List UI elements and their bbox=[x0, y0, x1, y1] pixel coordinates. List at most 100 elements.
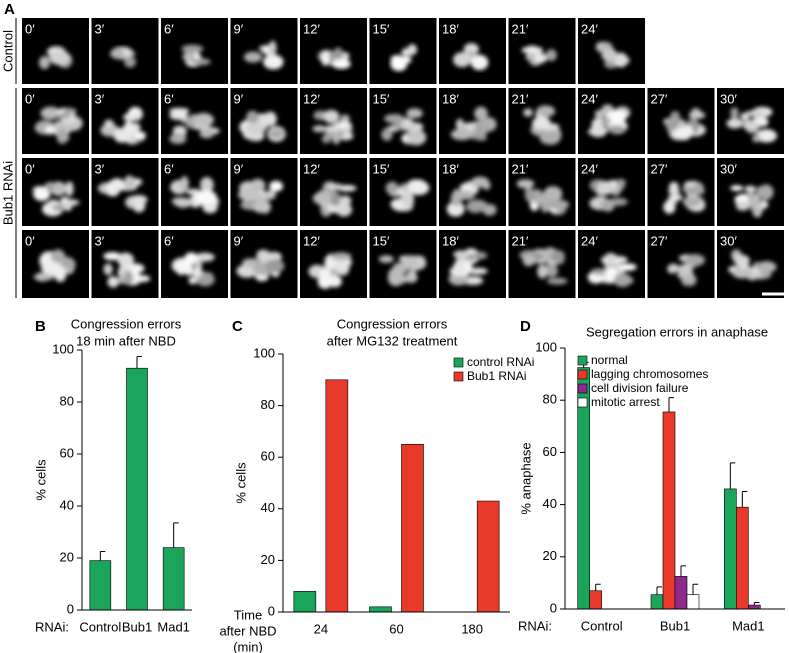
x-tick-label: Mad1 bbox=[157, 619, 190, 634]
time-label: 0′ bbox=[25, 161, 35, 176]
x-tick-label: 180 bbox=[461, 621, 483, 636]
chromosomes bbox=[381, 108, 427, 146]
blob bbox=[545, 49, 557, 62]
blob bbox=[182, 51, 196, 62]
y-tick-label: 0 bbox=[550, 600, 557, 615]
blob bbox=[174, 260, 193, 274]
time-label: 18′ bbox=[442, 233, 459, 248]
y-tick-label: 60 bbox=[543, 444, 557, 459]
error-bar bbox=[741, 491, 748, 508]
micrograph bbox=[647, 230, 715, 298]
bar bbox=[126, 367, 148, 611]
chart-title: Congression errors bbox=[337, 316, 448, 331]
time-label: 18′ bbox=[442, 91, 459, 106]
blob bbox=[191, 267, 203, 278]
blob bbox=[317, 274, 333, 289]
blob bbox=[545, 263, 558, 278]
chromosomes bbox=[243, 40, 284, 70]
y-tick-label: 40 bbox=[60, 497, 74, 512]
blob bbox=[103, 263, 113, 276]
blob bbox=[44, 181, 57, 189]
chromosomes bbox=[450, 106, 497, 141]
blob bbox=[243, 51, 263, 63]
blob bbox=[601, 48, 618, 62]
micrograph bbox=[439, 230, 506, 298]
panel-letter: B bbox=[35, 318, 46, 335]
blob bbox=[117, 252, 135, 268]
blob bbox=[236, 264, 258, 278]
chromosomes bbox=[103, 252, 151, 288]
blob bbox=[269, 180, 283, 192]
chromosomes bbox=[587, 104, 631, 138]
blob bbox=[755, 129, 778, 143]
chromosomes bbox=[312, 181, 357, 217]
blob bbox=[237, 189, 260, 201]
chromosomes bbox=[589, 178, 628, 212]
y-tick-label: 80 bbox=[261, 397, 275, 412]
blob bbox=[200, 177, 214, 193]
time-label: 3′ bbox=[95, 91, 105, 106]
chromosomes bbox=[452, 43, 489, 71]
blob bbox=[522, 254, 536, 267]
blob bbox=[524, 186, 534, 202]
chromosomes bbox=[519, 247, 568, 285]
chromosomes bbox=[308, 252, 353, 289]
blob bbox=[594, 109, 604, 119]
chromosomes bbox=[109, 46, 136, 68]
error-bar bbox=[753, 601, 760, 606]
bar bbox=[325, 379, 349, 613]
blob bbox=[745, 110, 767, 117]
blob bbox=[456, 190, 476, 200]
blob bbox=[688, 111, 706, 119]
blob bbox=[735, 200, 750, 211]
blob bbox=[590, 268, 609, 276]
blob bbox=[318, 269, 330, 276]
error-bar bbox=[668, 397, 674, 412]
axis bbox=[564, 348, 785, 610]
chromosomes bbox=[100, 106, 146, 145]
chromosomes bbox=[523, 105, 562, 145]
y-tick-label: 80 bbox=[543, 392, 557, 407]
blob bbox=[684, 181, 697, 188]
blob bbox=[332, 130, 341, 145]
blob bbox=[546, 277, 568, 285]
blob bbox=[595, 41, 606, 51]
blob bbox=[130, 274, 151, 283]
bar bbox=[369, 606, 392, 613]
micrograph bbox=[91, 88, 159, 154]
blob bbox=[254, 113, 274, 123]
x-axis-label: (min) bbox=[233, 639, 263, 653]
blob bbox=[726, 118, 744, 129]
blob bbox=[249, 121, 267, 134]
row-label: Control bbox=[0, 30, 15, 72]
time-label: 12′ bbox=[303, 233, 320, 248]
blob bbox=[323, 109, 340, 124]
blob bbox=[252, 201, 271, 213]
time-label: 0′ bbox=[25, 91, 35, 106]
time-label: 21′ bbox=[512, 161, 529, 176]
micrograph bbox=[508, 230, 576, 298]
blob bbox=[539, 129, 561, 145]
chromosomes bbox=[312, 109, 354, 145]
time-label: 30′ bbox=[720, 233, 737, 248]
x-tick-label: Bub1 bbox=[122, 619, 152, 634]
bar bbox=[162, 547, 185, 611]
blob bbox=[181, 44, 204, 53]
time-label: 21′ bbox=[512, 21, 529, 36]
blob bbox=[111, 48, 125, 59]
blob bbox=[756, 261, 777, 273]
blob bbox=[396, 55, 412, 64]
x-tick-label: Control bbox=[79, 619, 121, 634]
blob bbox=[402, 191, 415, 207]
blob bbox=[384, 114, 403, 124]
blob bbox=[668, 181, 679, 193]
chromosomes bbox=[181, 44, 211, 68]
chromosomes bbox=[663, 107, 706, 141]
legend-label: control RNAi bbox=[467, 355, 534, 369]
time-label: 9′ bbox=[234, 161, 244, 176]
blob bbox=[184, 252, 198, 264]
blob bbox=[678, 263, 693, 275]
error-bar bbox=[656, 586, 662, 595]
blob bbox=[169, 133, 187, 144]
time-label: 30′ bbox=[720, 161, 737, 176]
